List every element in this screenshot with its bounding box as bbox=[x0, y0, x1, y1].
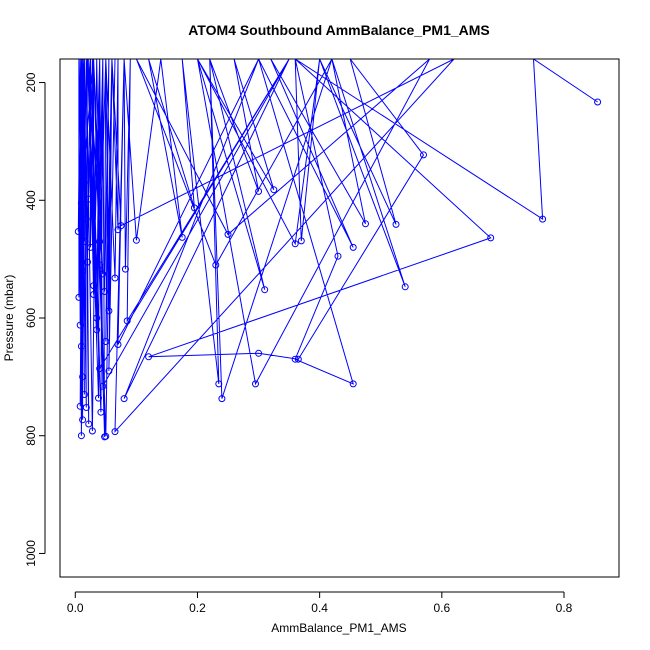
data-point bbox=[294, 355, 302, 363]
data-point bbox=[190, 204, 198, 212]
x-tick-label: 0.4 bbox=[311, 601, 328, 615]
data-point bbox=[178, 233, 186, 241]
data-point bbox=[105, 367, 113, 375]
data-point bbox=[80, 391, 88, 398]
x-tick-label: 0.6 bbox=[433, 601, 450, 615]
data-point bbox=[539, 215, 547, 223]
data-point bbox=[291, 240, 299, 248]
data-point bbox=[77, 199, 85, 207]
data-point bbox=[81, 238, 89, 245]
data-point bbox=[255, 187, 263, 195]
data-point bbox=[80, 179, 88, 187]
data-point bbox=[218, 395, 226, 403]
data-point bbox=[114, 341, 122, 348]
data-point bbox=[252, 380, 259, 388]
data-point bbox=[105, 307, 113, 315]
x-tick-label: 0.0 bbox=[67, 601, 84, 615]
data-point bbox=[96, 365, 104, 373]
data-point bbox=[74, 228, 82, 235]
data-point bbox=[84, 258, 91, 266]
x-axis: 0.0 0.2 0.4 0.6 0.8 bbox=[67, 591, 573, 615]
data-point bbox=[212, 261, 220, 269]
y-tick-label: 600 bbox=[24, 308, 38, 328]
data-point bbox=[349, 380, 357, 388]
data-point bbox=[362, 220, 369, 228]
data-point bbox=[99, 270, 107, 278]
data-point bbox=[95, 394, 102, 402]
data-point bbox=[96, 261, 104, 269]
data-point bbox=[132, 236, 140, 244]
data-point bbox=[420, 151, 427, 159]
data-point bbox=[334, 252, 342, 260]
y-tick-label: 400 bbox=[24, 190, 38, 210]
data-point bbox=[85, 195, 93, 203]
data-point bbox=[93, 326, 101, 334]
y-axis-label: Pressure (mbar) bbox=[2, 275, 16, 362]
data-point bbox=[291, 355, 299, 363]
data-point bbox=[79, 267, 87, 275]
data-point bbox=[88, 427, 96, 435]
data-point bbox=[101, 433, 109, 441]
data-point bbox=[111, 428, 119, 436]
data-point bbox=[90, 291, 98, 298]
data-point bbox=[145, 353, 153, 361]
data-point bbox=[487, 234, 495, 242]
data-layer bbox=[74, 59, 602, 441]
data-point bbox=[97, 408, 105, 416]
plot-frame bbox=[59, 58, 620, 578]
data-point bbox=[77, 432, 85, 440]
data-point bbox=[401, 283, 409, 291]
data-point bbox=[297, 237, 305, 245]
data-point bbox=[96, 238, 104, 245]
data-point bbox=[121, 265, 129, 273]
data-point bbox=[270, 186, 278, 194]
data-point bbox=[215, 380, 223, 388]
data-point bbox=[224, 230, 232, 238]
chart-title: ATOM4 Southbound AmmBalance_PM1_AMS bbox=[188, 22, 490, 38]
x-tick-label: 0.8 bbox=[556, 601, 573, 615]
data-point bbox=[85, 420, 93, 428]
data-point bbox=[93, 314, 101, 322]
data-point bbox=[76, 321, 84, 329]
data-point bbox=[111, 274, 119, 282]
data-point bbox=[79, 373, 87, 381]
y-tick-label: 1000 bbox=[24, 540, 38, 567]
data-point bbox=[79, 416, 87, 424]
data-point bbox=[99, 382, 107, 390]
data-point bbox=[75, 293, 83, 301]
data-point bbox=[123, 317, 131, 325]
data-point bbox=[120, 395, 128, 403]
data-point bbox=[82, 215, 90, 223]
data-point bbox=[90, 282, 98, 290]
y-tick-label: 800 bbox=[24, 425, 38, 445]
data-point bbox=[261, 286, 269, 294]
x-tick-label: 0.2 bbox=[189, 601, 206, 615]
x-axis-label: AmmBalance_PM1_AMS bbox=[271, 621, 406, 635]
data-point bbox=[392, 220, 400, 228]
data-point bbox=[87, 243, 94, 251]
y-tick-label: 200 bbox=[24, 72, 38, 92]
data-point bbox=[77, 342, 85, 350]
data-point bbox=[76, 402, 84, 410]
data-point bbox=[594, 98, 602, 106]
data-point bbox=[255, 349, 263, 357]
y-axis: 200 400 600 800 1000 bbox=[24, 72, 46, 567]
data-point bbox=[101, 288, 109, 295]
data-point bbox=[102, 338, 110, 345]
data-point bbox=[349, 243, 357, 251]
data-point bbox=[114, 226, 122, 234]
